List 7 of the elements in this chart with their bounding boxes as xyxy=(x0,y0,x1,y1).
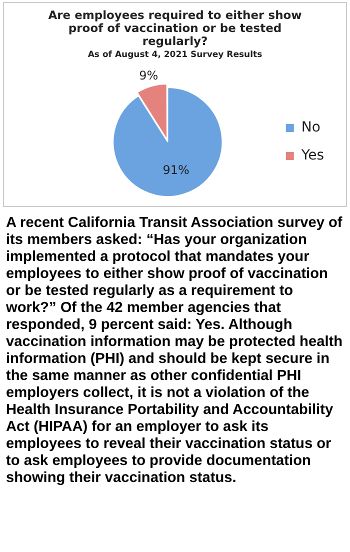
data-label: 91% xyxy=(162,162,190,177)
chart-subtitle: As of August 4, 2021 Survey Results xyxy=(86,50,264,60)
chart-title: Are employees required to either show proof of vaccination or be tested regularly? xyxy=(47,7,303,48)
data-label: 9% xyxy=(139,68,158,82)
legend-label: No xyxy=(301,120,320,136)
text: A recent California Transit Association survey of its members asked: “Has your organization implemented a protocol that mandates your employees to either show proof of vaccination or be tested regularly as a requirement to work?” Of the 42 member agencies that responded, 9 percent said: Yes. Although vaccination information may be protected health information (PHI) and should be kept secure in the same manner as other confidential PHI employers collect, it is not a violation of the Health Insurance Portability and Accountability Act (HIPAA) for an employer to ask its employees to reveal their vaccination status or to ask employees to provide documentation showing their vaccination status. xyxy=(6,215,343,486)
legend-label: Yes xyxy=(300,148,324,164)
